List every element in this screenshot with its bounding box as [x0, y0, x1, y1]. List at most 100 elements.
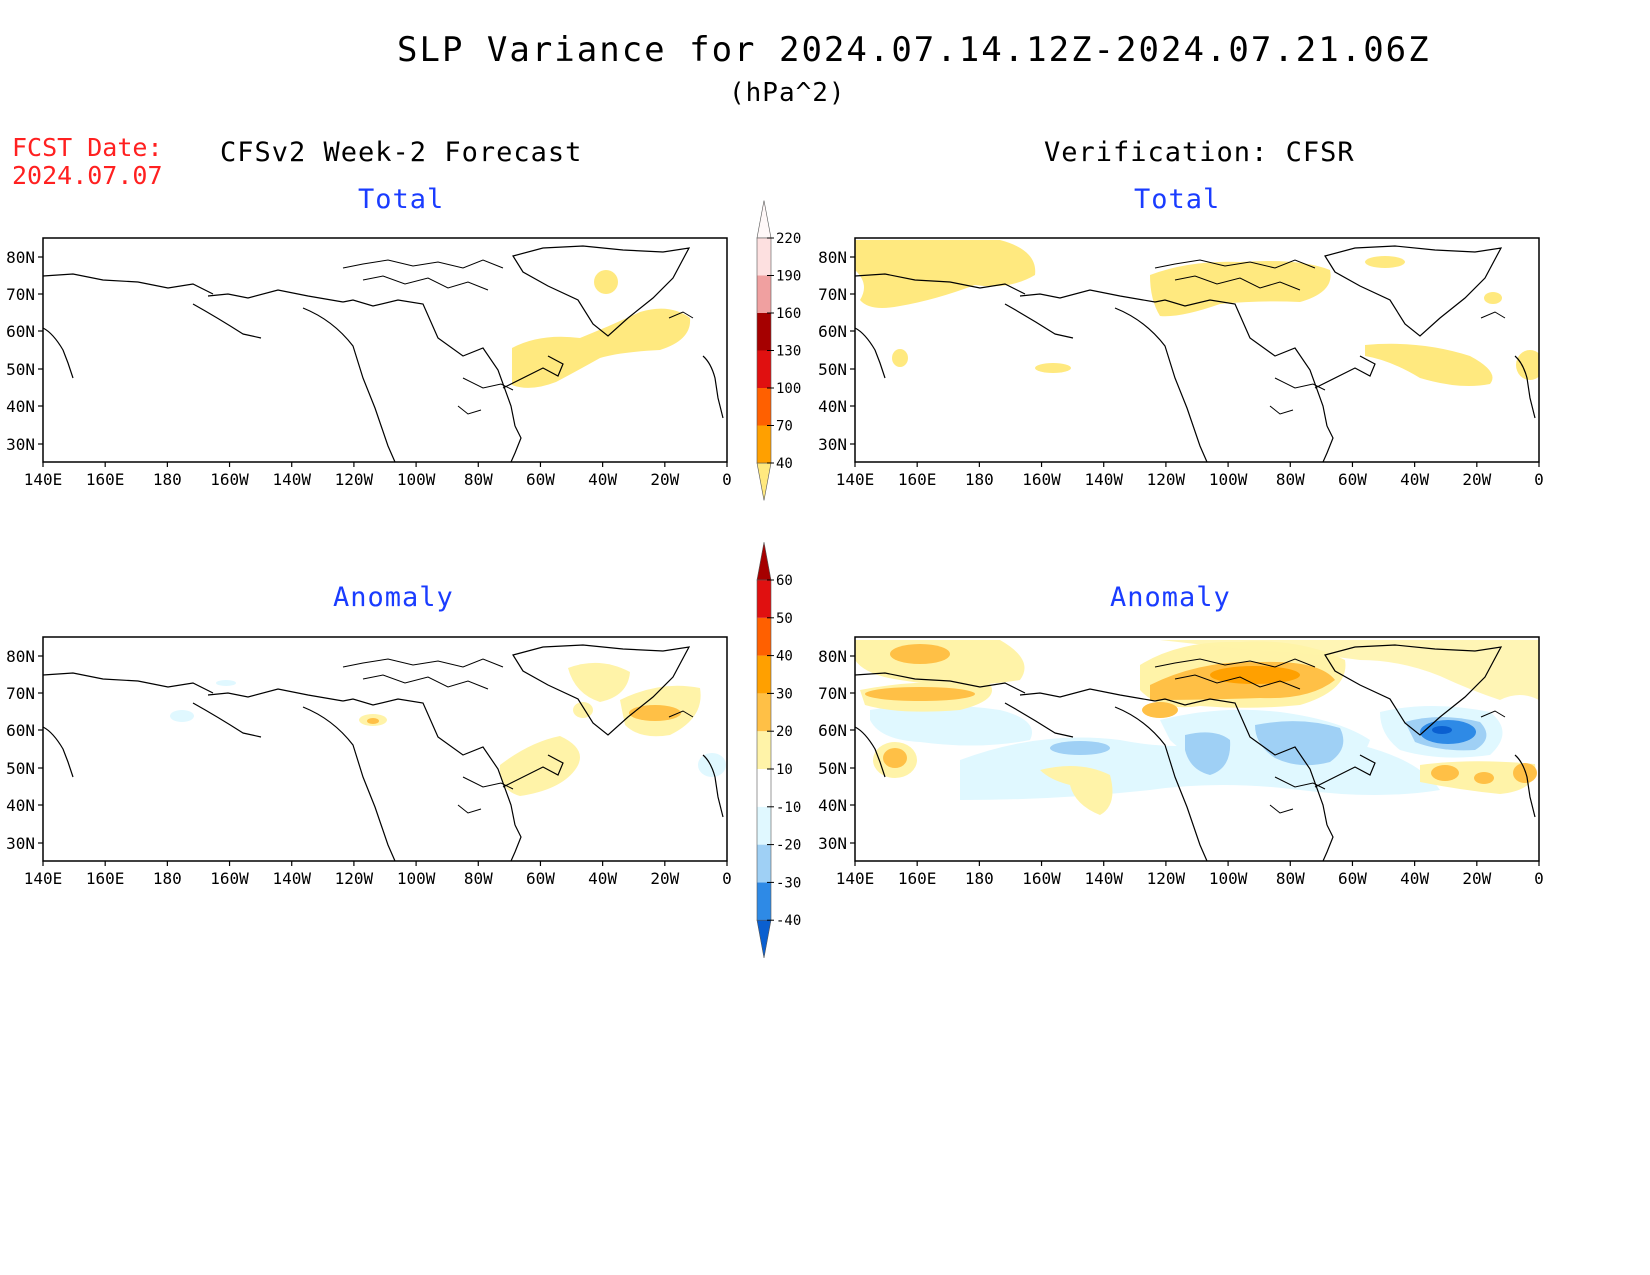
lon-label: 140W — [272, 869, 311, 888]
lat-label: 40N — [6, 397, 35, 416]
lon-label: 120W — [335, 470, 374, 489]
lon-label: 0 — [722, 869, 732, 888]
lon-label: 140E — [24, 470, 63, 489]
colorbar-label: 70 — [776, 419, 793, 435]
lon-label: 160W — [1022, 869, 1061, 888]
colorbar-swatch — [757, 731, 771, 769]
verification-anomaly-title: Anomaly — [1110, 582, 1231, 613]
units-subtitle: (hPa^2) — [729, 78, 846, 108]
lat-label: 80N — [6, 248, 35, 267]
colorbar-label: 10 — [776, 762, 793, 778]
colorbar-swatch — [757, 313, 771, 351]
lat-label: 30N — [6, 435, 35, 454]
lat-label: 30N — [6, 834, 35, 853]
lon-label: 140W — [1084, 869, 1123, 888]
colorbar-label: 60 — [776, 573, 793, 589]
forecast-column-header: CFSv2 Week-2 Forecast — [220, 137, 583, 168]
colorbar-swatch — [757, 882, 771, 921]
lat-label: 80N — [6, 647, 35, 666]
verification-anomaly-map — [854, 636, 1540, 862]
lon-label: 160E — [86, 470, 125, 489]
colorbar-low-extension — [756, 919, 772, 959]
lon-label: 160W — [210, 470, 249, 489]
lon-label: 20W — [1462, 869, 1491, 888]
lat-label: 70N — [818, 684, 847, 703]
colorbar-label: 190 — [776, 269, 801, 285]
lon-label: 180 — [965, 869, 994, 888]
lon-label: 160W — [1022, 470, 1061, 489]
colorbar-swatch — [757, 425, 771, 463]
lon-label: 40W — [1400, 869, 1429, 888]
lon-label: 60W — [1338, 470, 1367, 489]
lat-label: 50N — [6, 360, 35, 379]
lon-label: 120W — [1147, 869, 1186, 888]
lat-label: 30N — [818, 435, 847, 454]
lat-label: 70N — [6, 285, 35, 304]
colorbar-swatch — [757, 806, 771, 845]
lon-label: 160E — [86, 869, 125, 888]
verification-total-map — [854, 237, 1540, 463]
colorbar-swatch — [757, 275, 771, 313]
lat-label: 30N — [818, 834, 847, 853]
colorbar-label: -20 — [776, 838, 801, 854]
lat-label: 60N — [6, 721, 35, 740]
lon-label: 60W — [526, 869, 555, 888]
lon-label: 140E — [24, 869, 63, 888]
anomaly-colorbar: -40 -30 -20 -10 10 20 30 40 50 60 — [756, 542, 801, 959]
colorbar-label: -10 — [776, 800, 801, 816]
lat-label: 40N — [6, 796, 35, 815]
colorbar-label: 130 — [776, 344, 801, 360]
colorbar-swatch — [757, 693, 771, 732]
lon-label: 100W — [1209, 869, 1248, 888]
colorbar-swatch — [757, 655, 771, 694]
forecast-total-title: Total — [358, 184, 445, 215]
colorbar-label: 40 — [776, 649, 793, 665]
lon-label: 100W — [1209, 470, 1248, 489]
lon-label: 40W — [588, 869, 617, 888]
colorbar-label: -40 — [776, 913, 801, 929]
lon-label: 60W — [1338, 869, 1367, 888]
lon-label: 100W — [397, 869, 436, 888]
lon-label: 80W — [1276, 869, 1305, 888]
lon-label: 80W — [464, 869, 493, 888]
total-colorbar: 40 70 100 130 160 190 220 — [756, 200, 801, 501]
colorbar-label: 50 — [776, 611, 793, 627]
colorbar-swatch — [757, 617, 771, 656]
verification-total-title: Total — [1134, 184, 1221, 215]
colorbar-swatch — [757, 388, 771, 426]
lat-label: 40N — [818, 796, 847, 815]
lon-label: 160E — [898, 869, 937, 888]
lon-label: 80W — [1276, 470, 1305, 489]
lat-label: 60N — [6, 322, 35, 341]
lon-label: 100W — [397, 470, 436, 489]
lon-label: 120W — [335, 869, 374, 888]
colorbar-label: 30 — [776, 686, 793, 702]
colorbar-swatch — [757, 844, 771, 883]
lon-label: 160E — [898, 470, 937, 489]
colorbar-label: 160 — [776, 306, 801, 322]
fcst-date-label: FCST Date: — [12, 133, 163, 162]
colorbar-label: 20 — [776, 724, 793, 740]
colorbar-swatch — [757, 580, 771, 618]
lon-label: 40W — [1400, 470, 1429, 489]
fcst-date-value: 2024.07.07 — [12, 161, 163, 190]
lon-label: 180 — [153, 470, 182, 489]
lon-label: 140W — [1084, 470, 1123, 489]
colorbar-high-extension — [756, 200, 772, 239]
colorbar-label: 220 — [776, 231, 801, 247]
colorbar-low-extension — [756, 462, 772, 501]
colorbar-label: 40 — [776, 456, 793, 472]
colorbar-swatch — [757, 238, 771, 276]
lat-label: 50N — [818, 360, 847, 379]
verification-column-header: Verification: CFSR — [1044, 137, 1355, 168]
colorbar-swatch — [757, 769, 771, 807]
lon-label: 0 — [722, 470, 732, 489]
colorbar-label: -30 — [776, 875, 801, 891]
lat-label: 50N — [818, 759, 847, 778]
lon-label: 20W — [1462, 470, 1491, 489]
lon-label: 20W — [650, 470, 679, 489]
lat-label: 80N — [818, 647, 847, 666]
lon-label: 0 — [1534, 869, 1544, 888]
lon-label: 140E — [836, 869, 875, 888]
